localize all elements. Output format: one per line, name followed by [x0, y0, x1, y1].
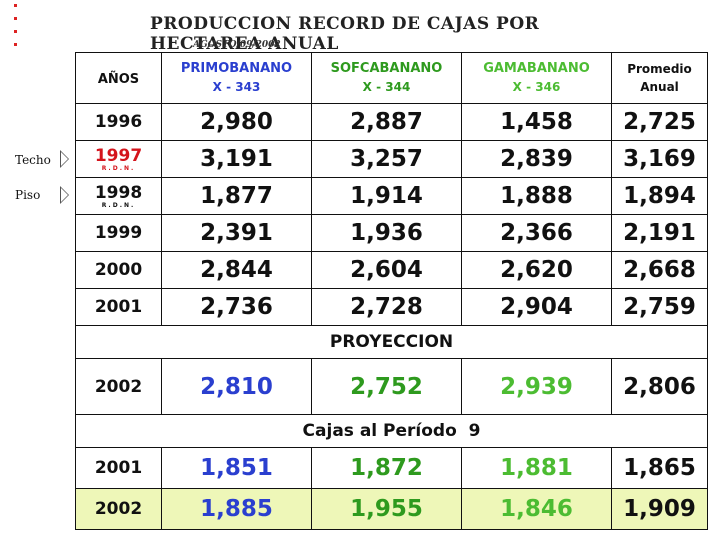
value-cell: 1,851 — [200, 455, 273, 481]
period-row: 2001 1,851 1,872 1,881 1,865 — [75, 447, 708, 489]
period-label: Cajas al Período 9 — [302, 421, 481, 441]
header-sofcabanano: SOFCABANANO X - 344 — [311, 52, 462, 104]
techo-arrow-icon — [60, 150, 69, 168]
value-cell: 3,257 — [350, 146, 423, 172]
period-header-row: Cajas al Período 9 — [75, 414, 708, 448]
value-cell: 1,955 — [350, 496, 423, 522]
value-cell: 1,846 — [500, 496, 573, 522]
year-cell: 2002 — [94, 499, 143, 519]
value-cell: 1,877 — [200, 183, 273, 209]
year-cell: 1998 R.D.N. — [94, 183, 143, 209]
year-cell: 2001 — [94, 297, 143, 317]
header-years: AÑOS — [75, 52, 162, 104]
value-cell: 2,759 — [623, 294, 696, 320]
table-row: 2001 2,736 2,728 2,904 2,759 — [75, 288, 708, 326]
value-cell: 1,909 — [623, 496, 696, 522]
period-row-highlighted: 2002 1,885 1,955 1,846 1,909 — [75, 488, 708, 530]
value-cell: 2,939 — [500, 373, 573, 400]
projection-label: PROYECCION — [329, 332, 454, 352]
value-cell: 3,191 — [200, 146, 273, 172]
value-cell: 2,620 — [500, 257, 573, 283]
table-row: 1997 R.D.N. 3,191 3,257 2,839 3,169 — [75, 140, 708, 178]
value-cell: 2,668 — [623, 257, 696, 283]
value-cell: 2,366 — [500, 220, 573, 246]
value-cell: 3,169 — [623, 146, 696, 172]
table-row: 1999 2,391 1,936 2,366 2,191 — [75, 214, 708, 252]
value-cell: 2,810 — [200, 373, 273, 400]
piso-label: Piso — [15, 188, 41, 202]
value-cell: 2,752 — [350, 373, 423, 400]
value-cell: 1,885 — [200, 496, 273, 522]
projection-row: 2002 2,810 2,752 2,939 2,806 — [75, 358, 708, 415]
year-cell: 1997 R.D.N. — [94, 146, 143, 172]
projection-header-row: PROYECCION — [75, 325, 708, 359]
value-cell: 1,914 — [350, 183, 423, 209]
value-cell: 1,872 — [350, 455, 423, 481]
piso-arrow-icon — [60, 186, 69, 204]
value-cell: 1,458 — [500, 109, 573, 135]
year-cell: 1996 — [94, 112, 143, 132]
header-gamabanano: GAMABANANO X - 346 — [461, 52, 612, 104]
production-table: AÑOS PRIMOBANANO X - 343 SOFCABANANO X - 3… — [75, 52, 708, 530]
value-cell: 2,604 — [350, 257, 423, 283]
value-cell: 2,839 — [500, 146, 573, 172]
value-cell: 1,881 — [500, 455, 573, 481]
value-cell: 2,844 — [200, 257, 273, 283]
value-cell: 1,865 — [623, 455, 696, 481]
year-cell: 1999 — [94, 223, 143, 243]
table-row: 1996 2,980 2,887 1,458 2,725 — [75, 103, 708, 141]
value-cell: 2,806 — [623, 373, 696, 400]
value-cell: 2,728 — [350, 294, 423, 320]
value-cell: 2,887 — [350, 109, 423, 135]
techo-label: Techo — [15, 153, 51, 167]
header-row: AÑOS PRIMOBANANO X - 343 SOFCABANANO X - 3… — [75, 52, 708, 104]
year-cell: 2001 — [94, 458, 143, 478]
header-primobanano: PRIMOBANANO X - 343 — [161, 52, 312, 104]
table-row: 1998 R.D.N. 1,877 1,914 1,888 1,894 — [75, 177, 708, 215]
value-cell: 1,888 — [500, 183, 573, 209]
page-title: PRODUCCION RECORD DE CAJAS POR HECTAREA … — [150, 14, 540, 54]
value-cell: 2,391 — [200, 220, 273, 246]
table-row: 2000 2,844 2,604 2,620 2,668 — [75, 251, 708, 289]
value-cell: 2,736 — [200, 294, 273, 320]
value-cell: 2,980 — [200, 109, 273, 135]
value-cell: 1,894 — [623, 183, 696, 209]
value-cell: 1,936 — [350, 220, 423, 246]
value-cell: 2,904 — [500, 294, 573, 320]
value-cell: 2,191 — [623, 220, 696, 246]
margin-marks — [14, 4, 18, 64]
year-cell: 2000 — [94, 260, 143, 280]
date-label: AGOSTO/09/2002 — [193, 40, 281, 50]
header-promedio: Promedio Anual — [611, 52, 708, 104]
value-cell: 2,725 — [623, 109, 696, 135]
year-cell: 2002 — [94, 376, 143, 397]
